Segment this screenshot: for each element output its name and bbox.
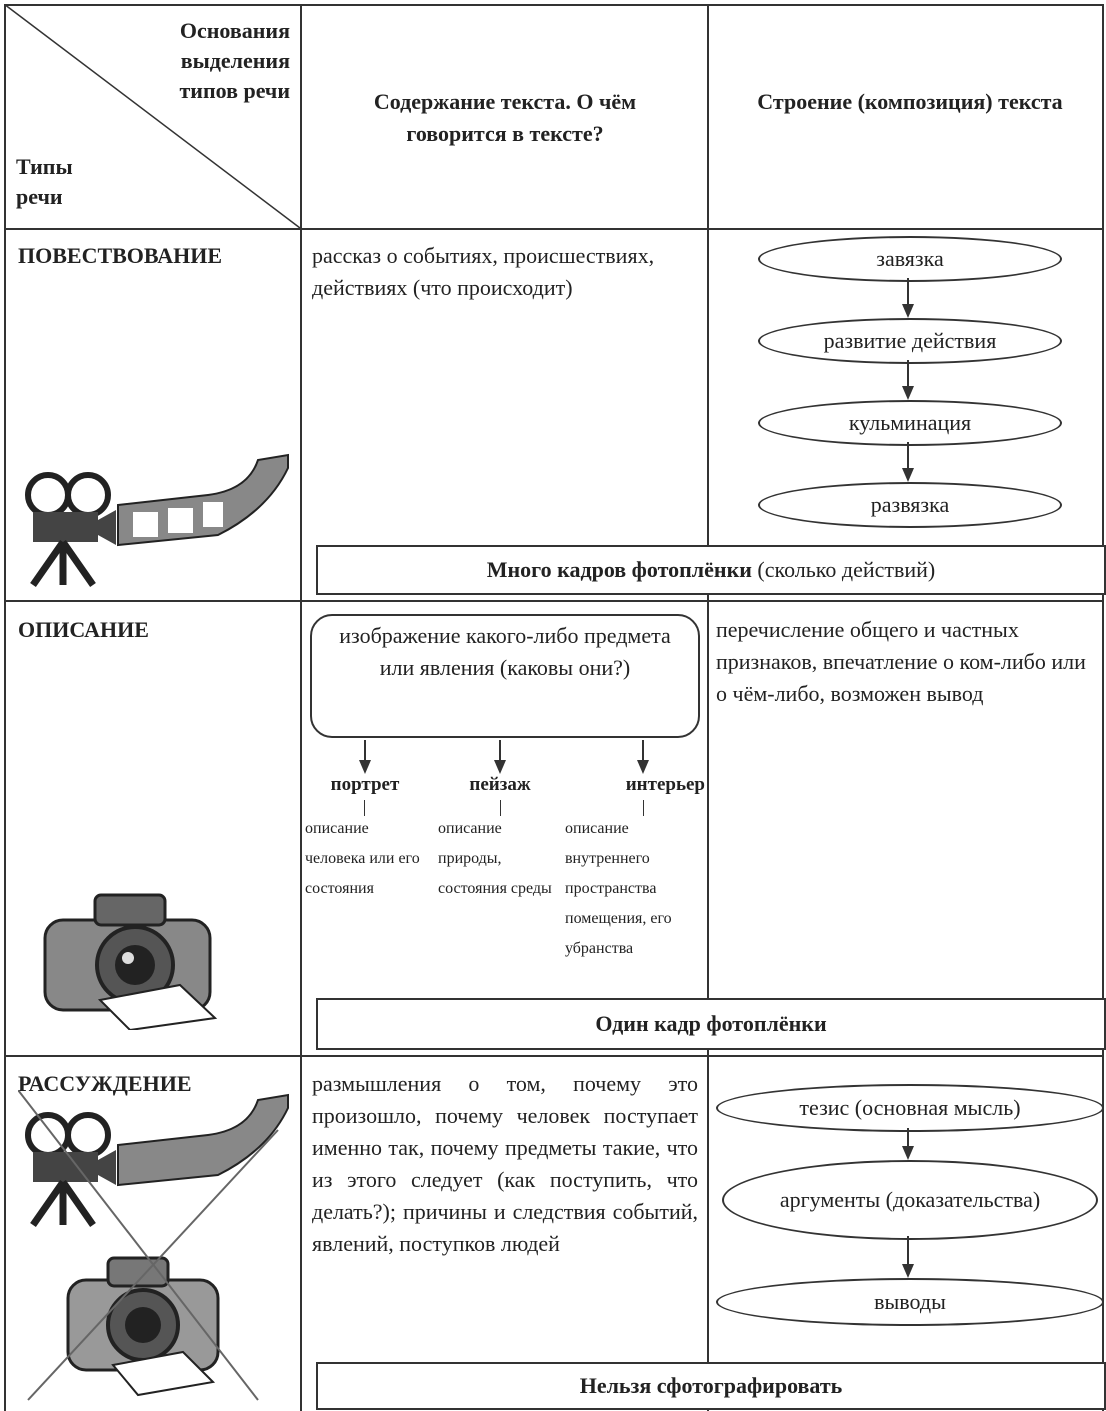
- arrow: [902, 278, 914, 318]
- row-content: размышления о том, почему это произошло,…: [312, 1071, 698, 1256]
- arrow: [902, 360, 914, 400]
- border: [1102, 4, 1104, 1411]
- kind-name: пейзаж: [469, 774, 531, 795]
- summary-bold: Много кадров фотоплёнки: [486, 557, 752, 582]
- kind-description: описание внутреннего пространства помеще…: [565, 820, 672, 957]
- arrow: [902, 442, 914, 482]
- row-content: рассказ о событиях, происшествиях, дейст…: [312, 243, 655, 300]
- row-type: РАССУЖДЕНИЕ: [18, 1071, 192, 1096]
- structure-step: кульминация: [758, 400, 1062, 446]
- kind-description: описание природы, состояния среды: [438, 820, 552, 897]
- arrow: [494, 740, 506, 774]
- arrow: [359, 740, 371, 774]
- border: [4, 4, 1104, 6]
- kind-description: описание человека или его состояния: [305, 820, 420, 897]
- column-header: Строение (композиция) текста: [757, 89, 1063, 114]
- structure-step: аргументы (доказательства): [722, 1160, 1098, 1240]
- structure-step: развязка: [758, 482, 1062, 528]
- diagonal: [4, 4, 301, 229]
- structure-step: развитие действия: [758, 318, 1062, 364]
- corner-top: Основания выделения типов речи: [179, 18, 290, 103]
- summary-box: Нельзя сфотографировать: [316, 1362, 1106, 1410]
- row-type: ОПИСАНИЕ: [18, 617, 149, 642]
- border: [4, 228, 1104, 230]
- summary-bold: Нельзя сфотографировать: [579, 1373, 843, 1398]
- connector: [643, 800, 644, 816]
- summary-rest: (сколько действий): [757, 557, 936, 582]
- photo-camera-icon: [43, 893, 218, 1030]
- summary-box: Один кадр фотоплёнки: [316, 998, 1106, 1050]
- structure-step: тезис (основная мысль): [716, 1084, 1104, 1132]
- kind-name: портрет: [330, 774, 400, 795]
- connector: [364, 800, 365, 816]
- border: [707, 4, 709, 1411]
- kind-name: интерьер: [625, 774, 705, 795]
- arrow: [637, 740, 649, 774]
- structure-step: выводы: [716, 1278, 1104, 1326]
- arrow: [902, 1128, 914, 1160]
- summary-box: Много кадров фотоплёнки (сколько действи…: [316, 545, 1106, 595]
- content-box: изображение какого-либо предмета или явл…: [310, 614, 700, 738]
- border: [4, 1055, 1104, 1057]
- border: [4, 600, 1104, 602]
- row-type: ПОВЕСТВОВАНИЕ: [18, 243, 222, 268]
- structure-step: завязка: [758, 236, 1062, 282]
- arrow: [902, 1236, 914, 1278]
- movie-camera-icon: [25, 453, 289, 588]
- structure-text: перечисление общего и частных признаков,…: [716, 617, 1086, 706]
- column-header: Содержание текста. О чём говорится в тек…: [373, 89, 637, 146]
- corner-bottom: Типы речи: [16, 154, 73, 209]
- crossed-cameras-icon: [18, 1090, 289, 1401]
- summary-bold: Один кадр фотоплёнки: [595, 1011, 827, 1036]
- connector: [500, 800, 501, 816]
- border: [4, 4, 6, 1411]
- border: [300, 4, 302, 1411]
- diagonal-line: [4, 4, 301, 229]
